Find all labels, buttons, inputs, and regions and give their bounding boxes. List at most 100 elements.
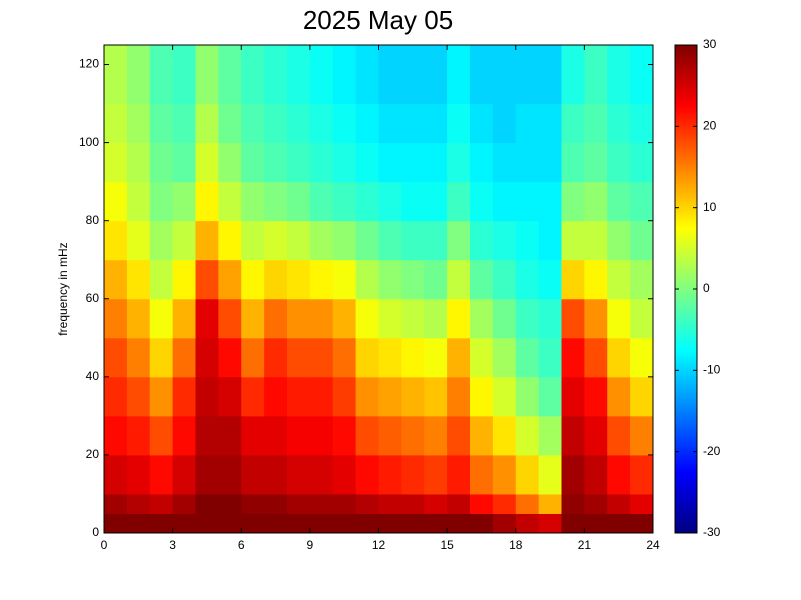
- heatmap-cell: [264, 493, 288, 514]
- heatmap-cell: [492, 415, 517, 456]
- heatmap-cell: [607, 415, 631, 456]
- heatmap-cell: [104, 298, 128, 339]
- heatmap-cell: [630, 454, 654, 495]
- heatmap-cell: [264, 220, 288, 261]
- heatmap-cell: [195, 454, 219, 495]
- y-tick-label: 100: [79, 135, 99, 149]
- colorbar-tick-label: 30: [703, 37, 717, 51]
- heatmap-cell: [241, 220, 265, 261]
- heatmap-cell: [355, 493, 379, 514]
- heatmap-cell: [332, 103, 357, 144]
- heatmap-cell: [309, 45, 334, 105]
- heatmap-cell: [264, 337, 288, 378]
- heatmap-cell: [538, 298, 562, 339]
- chart-title: 2025 May 05: [303, 5, 453, 35]
- heatmap-cell: [515, 337, 540, 378]
- colorbar-tick-label: -30: [703, 525, 721, 539]
- heatmap-cell: [538, 513, 562, 534]
- heatmap-cell: [126, 103, 151, 144]
- heatmap-cell: [241, 513, 265, 534]
- heatmap-cell: [309, 513, 334, 534]
- x-tick-label: 0: [101, 538, 108, 552]
- heatmap-cell: [401, 513, 425, 534]
- heatmap-cell: [561, 493, 585, 514]
- heatmap-cell: [378, 181, 402, 222]
- heatmap-cell: [104, 454, 128, 495]
- heatmap-cell: [355, 142, 379, 183]
- heatmap-cell: [378, 454, 402, 495]
- heatmap-cell: [515, 103, 540, 144]
- heatmap-cell: [218, 337, 242, 378]
- heatmap-cell: [401, 220, 425, 261]
- heatmap-cell: [515, 415, 540, 456]
- heatmap-cell: [607, 45, 631, 105]
- y-tick-label: 80: [86, 213, 100, 227]
- heatmap-cell: [172, 493, 196, 514]
- heatmap-cell: [332, 513, 357, 534]
- heatmap-cell: [630, 103, 654, 144]
- heatmap-cell: [538, 142, 562, 183]
- heatmap-cell: [470, 298, 494, 339]
- heatmap-cell: [218, 45, 242, 105]
- y-tick-label: 40: [86, 369, 100, 383]
- x-tick-label: 21: [578, 538, 592, 552]
- heatmap-cell: [630, 298, 654, 339]
- heatmap-cell: [424, 415, 448, 456]
- heatmap-cell: [447, 454, 471, 495]
- heatmap-cell: [218, 142, 242, 183]
- heatmap-cell: [355, 259, 379, 300]
- heatmap-cell: [607, 454, 631, 495]
- heatmap-cell: [447, 376, 471, 417]
- heatmap-cell: [492, 298, 517, 339]
- heatmap-cell: [104, 415, 128, 456]
- x-tick-label: 3: [169, 538, 176, 552]
- heatmap-cell: [424, 142, 448, 183]
- heatmap-cell: [126, 220, 151, 261]
- heatmap-cell: [195, 415, 219, 456]
- heatmap-cell: [515, 513, 540, 534]
- heatmap-cell: [264, 298, 288, 339]
- heatmap-cell: [424, 103, 448, 144]
- heatmap-cell: [424, 220, 448, 261]
- heatmap-cell: [470, 376, 494, 417]
- heatmap-cell: [126, 415, 151, 456]
- heatmap-cell: [401, 103, 425, 144]
- heatmap-cell: [561, 45, 585, 105]
- heatmap-cell: [492, 513, 517, 534]
- heatmap-cell: [378, 513, 402, 534]
- x-tick-label: 18: [509, 538, 523, 552]
- heatmap-cell: [149, 142, 174, 183]
- heatmap-cell: [561, 337, 585, 378]
- heatmap-cell: [447, 493, 471, 514]
- heatmap-cell: [241, 337, 265, 378]
- heatmap-cell: [355, 415, 379, 456]
- heatmap-cell: [561, 376, 585, 417]
- heatmap-cell: [470, 454, 494, 495]
- heatmap-cell: [470, 259, 494, 300]
- heatmap-cell: [218, 493, 242, 514]
- heatmap-cell: [424, 298, 448, 339]
- heatmap-cell: [607, 337, 631, 378]
- heatmap-cell: [287, 181, 311, 222]
- heatmap-cell: [264, 45, 288, 105]
- heatmap-cell: [561, 415, 585, 456]
- heatmap-cell: [332, 337, 357, 378]
- heatmap-cell: [561, 181, 585, 222]
- heatmap-cell: [149, 181, 174, 222]
- heatmap-cell: [401, 337, 425, 378]
- y-tick-label: 20: [86, 447, 100, 461]
- heatmap-cell: [515, 142, 540, 183]
- y-tick-label: 120: [79, 57, 99, 71]
- heatmap-cell: [104, 337, 128, 378]
- heatmap-cell: [104, 103, 128, 144]
- heatmap-cell: [538, 376, 562, 417]
- heatmap-cell: [470, 493, 494, 514]
- colorbar-tick-label: -10: [703, 363, 721, 377]
- heatmap-cell: [287, 454, 311, 495]
- heatmap-cell: [241, 298, 265, 339]
- heatmap-cell: [584, 493, 608, 514]
- heatmap-cell: [378, 103, 402, 144]
- heatmap-cell: [264, 142, 288, 183]
- heatmap-cell: [195, 513, 219, 534]
- heatmap-cell: [584, 376, 608, 417]
